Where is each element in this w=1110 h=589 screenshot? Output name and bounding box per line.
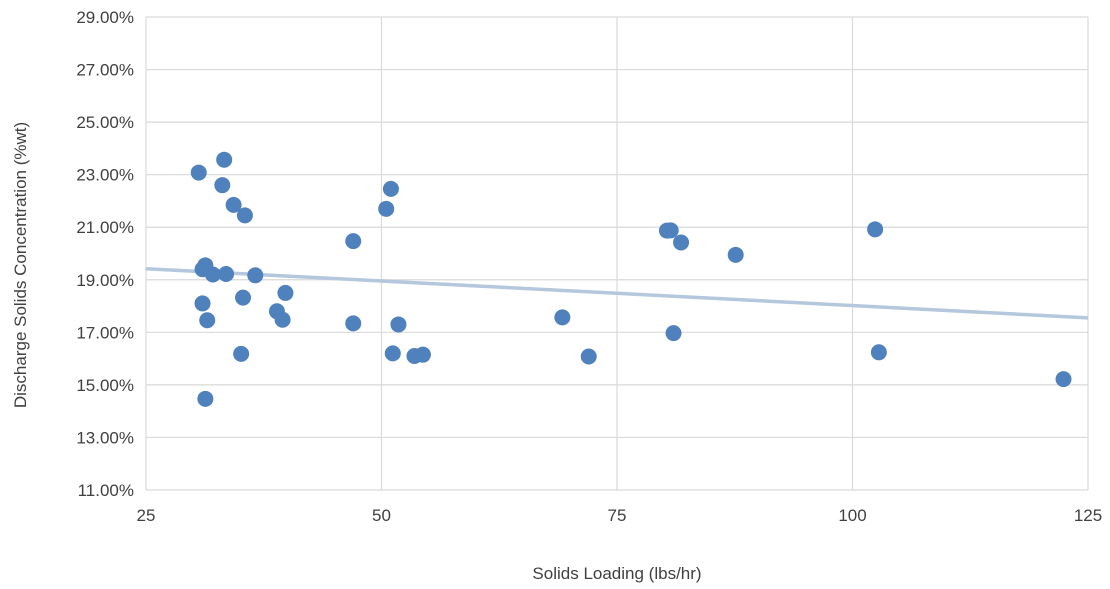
y-tick-label: 13.00%: [76, 428, 134, 447]
data-point: [194, 295, 211, 312]
data-point: [662, 222, 679, 239]
data-point: [414, 346, 431, 363]
y-tick-label: 11.00%: [78, 481, 134, 500]
data-point: [218, 265, 235, 282]
data-point: [197, 390, 214, 407]
data-point: [384, 345, 401, 362]
data-point: [554, 309, 571, 326]
data-point: [870, 344, 887, 361]
data-point: [225, 196, 242, 213]
data-point: [665, 325, 682, 342]
data-point: [216, 151, 233, 168]
data-point: [204, 266, 221, 283]
y-tick-label: 25.00%: [76, 113, 134, 132]
data-point: [236, 207, 253, 224]
y-tick-label: 29.00%: [76, 8, 134, 27]
y-axis-title: Discharge Solids Concentration (%wt): [11, 122, 30, 408]
x-tick-label: 25: [137, 506, 156, 525]
y-axis-ticks: 11.00% 13.00% 15.00% 17.00% 19.00% 21.00% 23.0…: [76, 8, 134, 500]
trendline-layer: [145, 266, 1089, 320]
x-tick-label: 50: [372, 506, 391, 525]
data-point: [274, 311, 291, 328]
data-point: [214, 177, 231, 194]
y-tick-label: 15.00%: [76, 376, 134, 395]
data-point: [277, 284, 294, 301]
y-tick-label: 21.00%: [76, 218, 134, 237]
data-point: [233, 345, 250, 362]
data-points: [190, 151, 1072, 407]
y-tick-label: 27.00%: [76, 61, 134, 80]
x-tick-label: 75: [608, 506, 627, 525]
trendline: [145, 266, 1089, 320]
data-point: [235, 289, 252, 306]
data-point: [345, 315, 362, 332]
data-point: [1055, 371, 1072, 388]
data-point: [247, 267, 264, 284]
data-point: [345, 233, 362, 250]
data-point: [199, 312, 216, 329]
data-point: [378, 200, 395, 217]
y-tick-label: 17.00%: [76, 323, 134, 342]
data-point: [190, 164, 207, 181]
x-tick-label: 100: [838, 506, 866, 525]
y-tick-label: 23.00%: [76, 166, 134, 185]
gridlines: [145, 16, 1089, 491]
data-point: [382, 180, 399, 197]
x-axis-ticks: 25 50 75 100 125: [137, 506, 1103, 525]
data-point: [390, 316, 407, 333]
data-point: [673, 234, 690, 251]
x-tick-label: 125: [1074, 506, 1102, 525]
x-axis-title: Solids Loading (lbs/hr): [532, 564, 701, 583]
data-point: [867, 221, 884, 238]
data-point: [727, 246, 744, 263]
data-point: [580, 348, 597, 365]
y-tick-label: 19.00%: [76, 271, 134, 290]
